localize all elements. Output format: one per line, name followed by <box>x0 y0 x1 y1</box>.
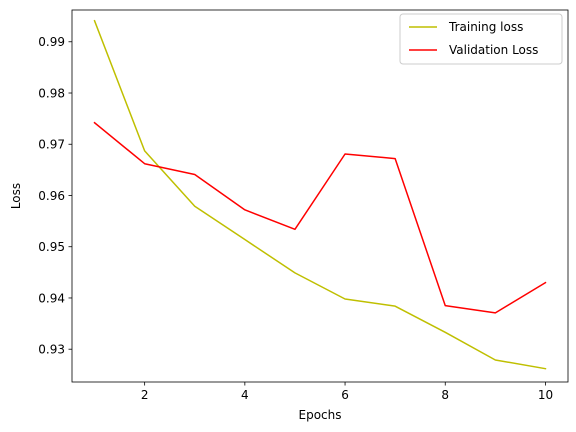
y-tick-label: 0.97 <box>38 138 65 152</box>
series-line-validation-loss <box>93 121 547 314</box>
y-tick-label: 0.93 <box>38 343 65 357</box>
x-axis-title: Epochs <box>299 408 342 422</box>
y-tick-label: 0.98 <box>38 86 65 100</box>
x-tick-label: 6 <box>341 388 349 402</box>
plot-frame <box>71 9 569 383</box>
y-tick-label: 0.95 <box>38 240 65 254</box>
y-tick-label: 0.96 <box>38 189 65 203</box>
legend-box <box>399 13 563 65</box>
x-tick-label: 4 <box>241 388 249 402</box>
x-tick-label: 8 <box>441 388 449 402</box>
legend-label-training: Training loss <box>448 20 523 34</box>
x-tick-label: 2 <box>141 388 149 402</box>
x-tick-label: 10 <box>538 388 553 402</box>
series-line-training-loss <box>93 19 547 370</box>
series-layer <box>93 19 547 370</box>
legend-label-validation: Validation Loss <box>449 43 538 57</box>
x-axis: 2 4 6 8 10 <box>141 382 553 402</box>
legend: Training loss Validation Loss <box>399 13 563 65</box>
plot-background <box>72 10 568 382</box>
y-axis-title: Loss <box>9 183 23 209</box>
y-tick-label: 0.94 <box>38 291 65 305</box>
y-tick-label: 0.99 <box>38 35 65 49</box>
y-axis: 0.93 0.94 0.95 0.96 0.97 0.98 0.99 <box>38 35 72 357</box>
